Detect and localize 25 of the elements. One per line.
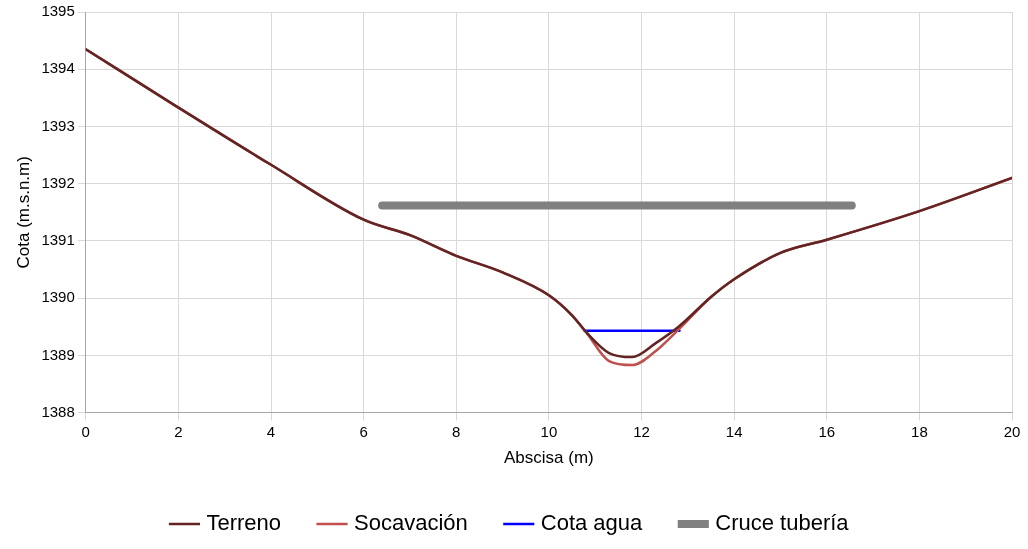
x-tick-label: 20: [1003, 422, 1021, 440]
x-tick-label: 12: [633, 422, 650, 440]
x-tick-label: 10: [540, 422, 558, 440]
y-tick-label: 1394: [41, 59, 75, 77]
x-axis-title: Abscisa (m): [504, 448, 594, 468]
legend-label: Cruce tubería: [715, 510, 850, 536]
legend-label: Terreno: [206, 510, 282, 536]
y-tick-label: 1388: [41, 402, 75, 420]
legend-label: Cota agua: [540, 510, 644, 536]
y-axis-title: Cota (m.s.n.m): [13, 156, 33, 269]
y-tick-label: 1392: [41, 173, 75, 191]
y-tick-label: 1391: [41, 231, 75, 249]
x-tick-label: 4: [266, 422, 276, 440]
x-tick-label: 0: [81, 422, 90, 440]
y-tick-label: 1393: [41, 116, 75, 134]
y-tick-label: 1395: [41, 2, 75, 20]
x-tick-label: 8: [452, 422, 461, 440]
legend-label: Socavación: [354, 510, 468, 536]
x-tick-label: 18: [911, 422, 928, 440]
x-tick-label: 2: [174, 422, 183, 440]
y-tick-label: 1389: [41, 345, 75, 363]
x-tick-label: 14: [725, 422, 743, 440]
x-tick-label: 6: [359, 422, 368, 440]
x-tick-label: 16: [818, 422, 836, 440]
y-tick-label: 1390: [41, 288, 75, 306]
